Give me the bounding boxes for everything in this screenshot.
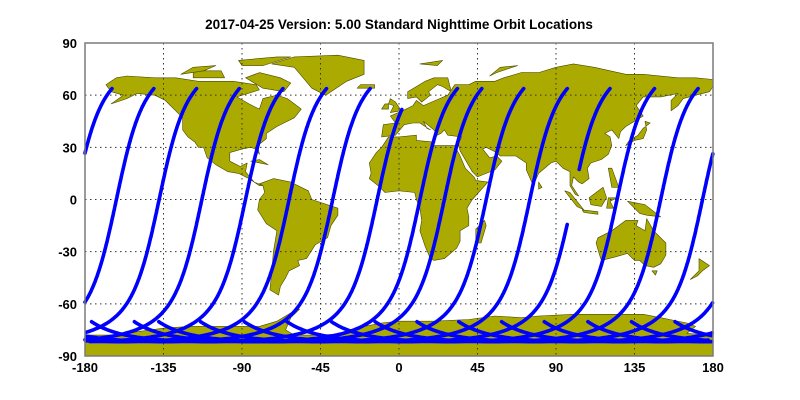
- land-svalbard: [419, 60, 443, 66]
- orbit-track: [285, 222, 569, 344]
- y-tick-label: -90: [58, 349, 77, 364]
- land-philippines: [607, 167, 620, 188]
- x-tick-label: 45: [470, 360, 484, 375]
- x-tick-label: 90: [549, 360, 563, 375]
- orbit-track: [83, 86, 114, 155]
- x-tick-label: -90: [233, 360, 252, 375]
- orbit-track: [83, 86, 156, 304]
- land-tasmania: [651, 270, 658, 276]
- orbit-track: [84, 86, 199, 334]
- land-ellesmere: [238, 56, 292, 66]
- land-scandinavia: [407, 77, 452, 103]
- land-ireland: [381, 103, 389, 110]
- y-tick-label: -60: [58, 297, 77, 312]
- land-sumatra: [564, 190, 585, 211]
- x-axis-ticks: -180 -135 -90 -45 0 45 90 135 180: [72, 360, 724, 375]
- land-sri-lanka: [538, 181, 543, 190]
- land-arctic-isl: [180, 65, 217, 75]
- land-north-america: [105, 75, 302, 186]
- land-layer: [84, 54, 714, 357]
- orbit-tracks-layer: [83, 86, 715, 344]
- orbit-track: [157, 86, 484, 344]
- y-axis-ticks: 90 60 30 0 -30 -60 -90: [58, 36, 77, 364]
- x-tick-label: -45: [311, 360, 330, 375]
- land-novaya-zemlya: [489, 65, 518, 77]
- orbit-track: [577, 86, 612, 172]
- y-tick-label: 30: [63, 140, 77, 155]
- x-tick-label: 135: [624, 360, 646, 375]
- y-tick-label: -30: [58, 245, 77, 260]
- land-greenland: [271, 54, 365, 96]
- land-baffin: [245, 72, 292, 92]
- orbit-track: [415, 152, 715, 344]
- orbit-track: [198, 86, 526, 344]
- land-new-guinea: [627, 200, 662, 218]
- orbit-track: [83, 86, 242, 342]
- x-tick-label: 180: [702, 360, 724, 375]
- x-tick-label: 0: [395, 360, 402, 375]
- land-new-zealand: [689, 258, 710, 280]
- orbit-track: [673, 319, 713, 338]
- orbit-track: [329, 86, 657, 344]
- land-south-america: [257, 178, 339, 296]
- x-tick-label: -135: [150, 360, 176, 375]
- y-tick-label: 90: [63, 36, 77, 51]
- land-victoria: [192, 70, 225, 79]
- orbit-track: [242, 86, 570, 344]
- land-iceland: [356, 84, 375, 89]
- y-tick-label: 0: [70, 193, 77, 208]
- orbit-track: [84, 86, 372, 344]
- land-britain: [388, 98, 402, 113]
- chart-title: 2017-04-25 Version: 5.00 Standard Nightt…: [205, 17, 593, 32]
- x-tick-label: -180: [72, 360, 98, 375]
- orbit-track: [88, 86, 285, 344]
- land-sulawesi: [606, 197, 618, 209]
- orbit-track: [629, 319, 711, 343]
- grid-layer: [85, 43, 713, 356]
- orbit-track: [132, 86, 460, 344]
- orbit-track: [89, 107, 404, 344]
- land-africa: [368, 134, 489, 261]
- orbit-track: [84, 86, 329, 344]
- land-java: [581, 209, 599, 215]
- y-tick-label: 60: [63, 88, 77, 103]
- plot-frame: [84, 42, 714, 357]
- land-borneo: [588, 187, 607, 207]
- orbit-track: [373, 86, 700, 344]
